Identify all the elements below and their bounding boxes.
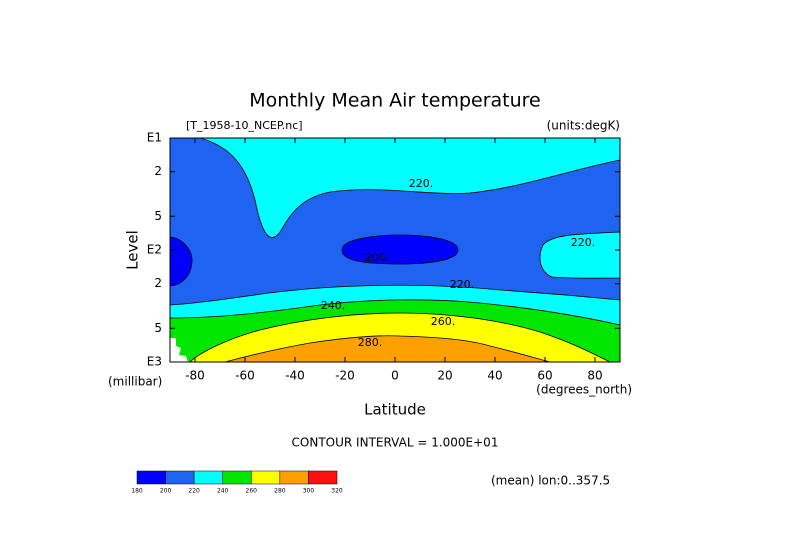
x-tick-label: 80 xyxy=(587,369,602,383)
contour-fill xyxy=(169,236,193,287)
colorbar-label: 320 xyxy=(331,488,343,495)
y-tick-label: 2 xyxy=(154,164,162,178)
colorbar-box xyxy=(136,470,166,485)
contour-label: 280. xyxy=(358,336,383,349)
contour-fill xyxy=(224,335,551,363)
colorbar-label: 180 xyxy=(131,488,143,495)
x-tick-label: -60 xyxy=(235,369,255,383)
x-tick-label: 60 xyxy=(537,369,552,383)
colorbar-box xyxy=(279,470,309,485)
colorbar-label: 200 xyxy=(160,488,172,495)
contour-label: 240. xyxy=(321,299,346,312)
colorbar-label: 280 xyxy=(274,488,286,495)
x-tick-label: 40 xyxy=(487,369,502,383)
colorbar-box xyxy=(222,470,252,485)
x-tick-label: -40 xyxy=(285,369,305,383)
contour-label: 200. xyxy=(365,251,390,264)
x-tick-label: 0 xyxy=(391,369,399,383)
colorbar-label: 240 xyxy=(217,488,229,495)
x-unit: (degrees_north) xyxy=(536,383,632,397)
y-tick-label: E2 xyxy=(147,243,162,257)
contour-label: 220. xyxy=(450,278,475,291)
x-tick-label: -80 xyxy=(185,369,205,383)
y-tick-label: E1 xyxy=(147,131,162,145)
note: (mean) lon:0..357.5 xyxy=(491,474,610,488)
missing-data xyxy=(170,338,188,362)
units: (units:degK) xyxy=(547,119,620,133)
chart-title: Monthly Mean Air temperature xyxy=(249,90,540,112)
y-tick-label: E3 xyxy=(147,355,162,369)
x-tick-label: -20 xyxy=(335,369,355,383)
contour-label: 220. xyxy=(409,177,434,190)
colorbar-label: 260 xyxy=(246,488,258,495)
y-axis-label: Level xyxy=(124,230,142,270)
colorbar-box xyxy=(308,470,338,485)
contour-fill xyxy=(199,137,621,238)
subtitle: [T_1958-10_NCEP.nc] xyxy=(186,119,303,132)
y-tick-label: 5 xyxy=(154,321,162,335)
x-axis-label: Latitude xyxy=(364,401,426,419)
y-tick-label: 5 xyxy=(154,209,162,223)
y-unit: (millibar) xyxy=(108,375,162,389)
contour-fill xyxy=(539,231,621,279)
y-tick-label: 2 xyxy=(154,276,162,290)
contour-label: 220. xyxy=(571,236,596,249)
contour-label: 260. xyxy=(431,315,456,328)
colorbar-label: 300 xyxy=(303,488,315,495)
contour-interval: CONTOUR INTERVAL = 1.000E+01 xyxy=(292,436,499,450)
x-tick-label: 20 xyxy=(437,369,452,383)
colorbar-box xyxy=(165,470,195,485)
contour-fill xyxy=(341,234,459,265)
colorbar-box xyxy=(251,470,281,485)
colorbar-box xyxy=(193,470,223,485)
colorbar-label: 220 xyxy=(188,488,200,495)
